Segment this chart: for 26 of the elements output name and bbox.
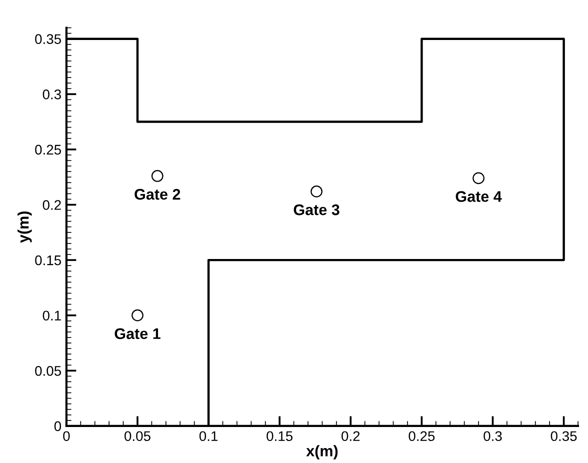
- y-tick-label: 0.25: [35, 144, 62, 155]
- annotation: Gate 2: [134, 188, 180, 200]
- x-tick-label: 0.25: [408, 431, 435, 442]
- point: [310, 186, 322, 198]
- x-tick-label: 0.3: [484, 431, 502, 442]
- annotation: Gate 1: [114, 328, 160, 340]
- x-tick-label: 0.15: [266, 431, 293, 442]
- x-tick-label: 0.2: [342, 431, 360, 442]
- annotation: Gate 3: [294, 204, 340, 216]
- y-tick-label: 0.1: [42, 310, 61, 321]
- x-tick-label: 0.35: [550, 431, 577, 442]
- x-axis-title: x(m): [306, 445, 338, 460]
- y-axis-title: y(m): [18, 212, 32, 243]
- x-tick-label: 0: [63, 431, 70, 442]
- y-tick-label: 0.35: [35, 34, 62, 44]
- y-tick-label: 0: [54, 421, 62, 432]
- point: [151, 170, 164, 182]
- x-tick-label: 0.05: [124, 431, 150, 442]
- point: [472, 172, 484, 184]
- y-tick-label: 0.15: [35, 255, 62, 266]
- x-tick-label: 0.1: [199, 431, 218, 442]
- y-tick-label: 0.05: [35, 366, 62, 376]
- point: [132, 309, 144, 322]
- y-tick-label: 0.2: [42, 200, 61, 210]
- y-tick-label: 0.3: [42, 89, 61, 100]
- annotation: Gate 4: [456, 191, 502, 202]
